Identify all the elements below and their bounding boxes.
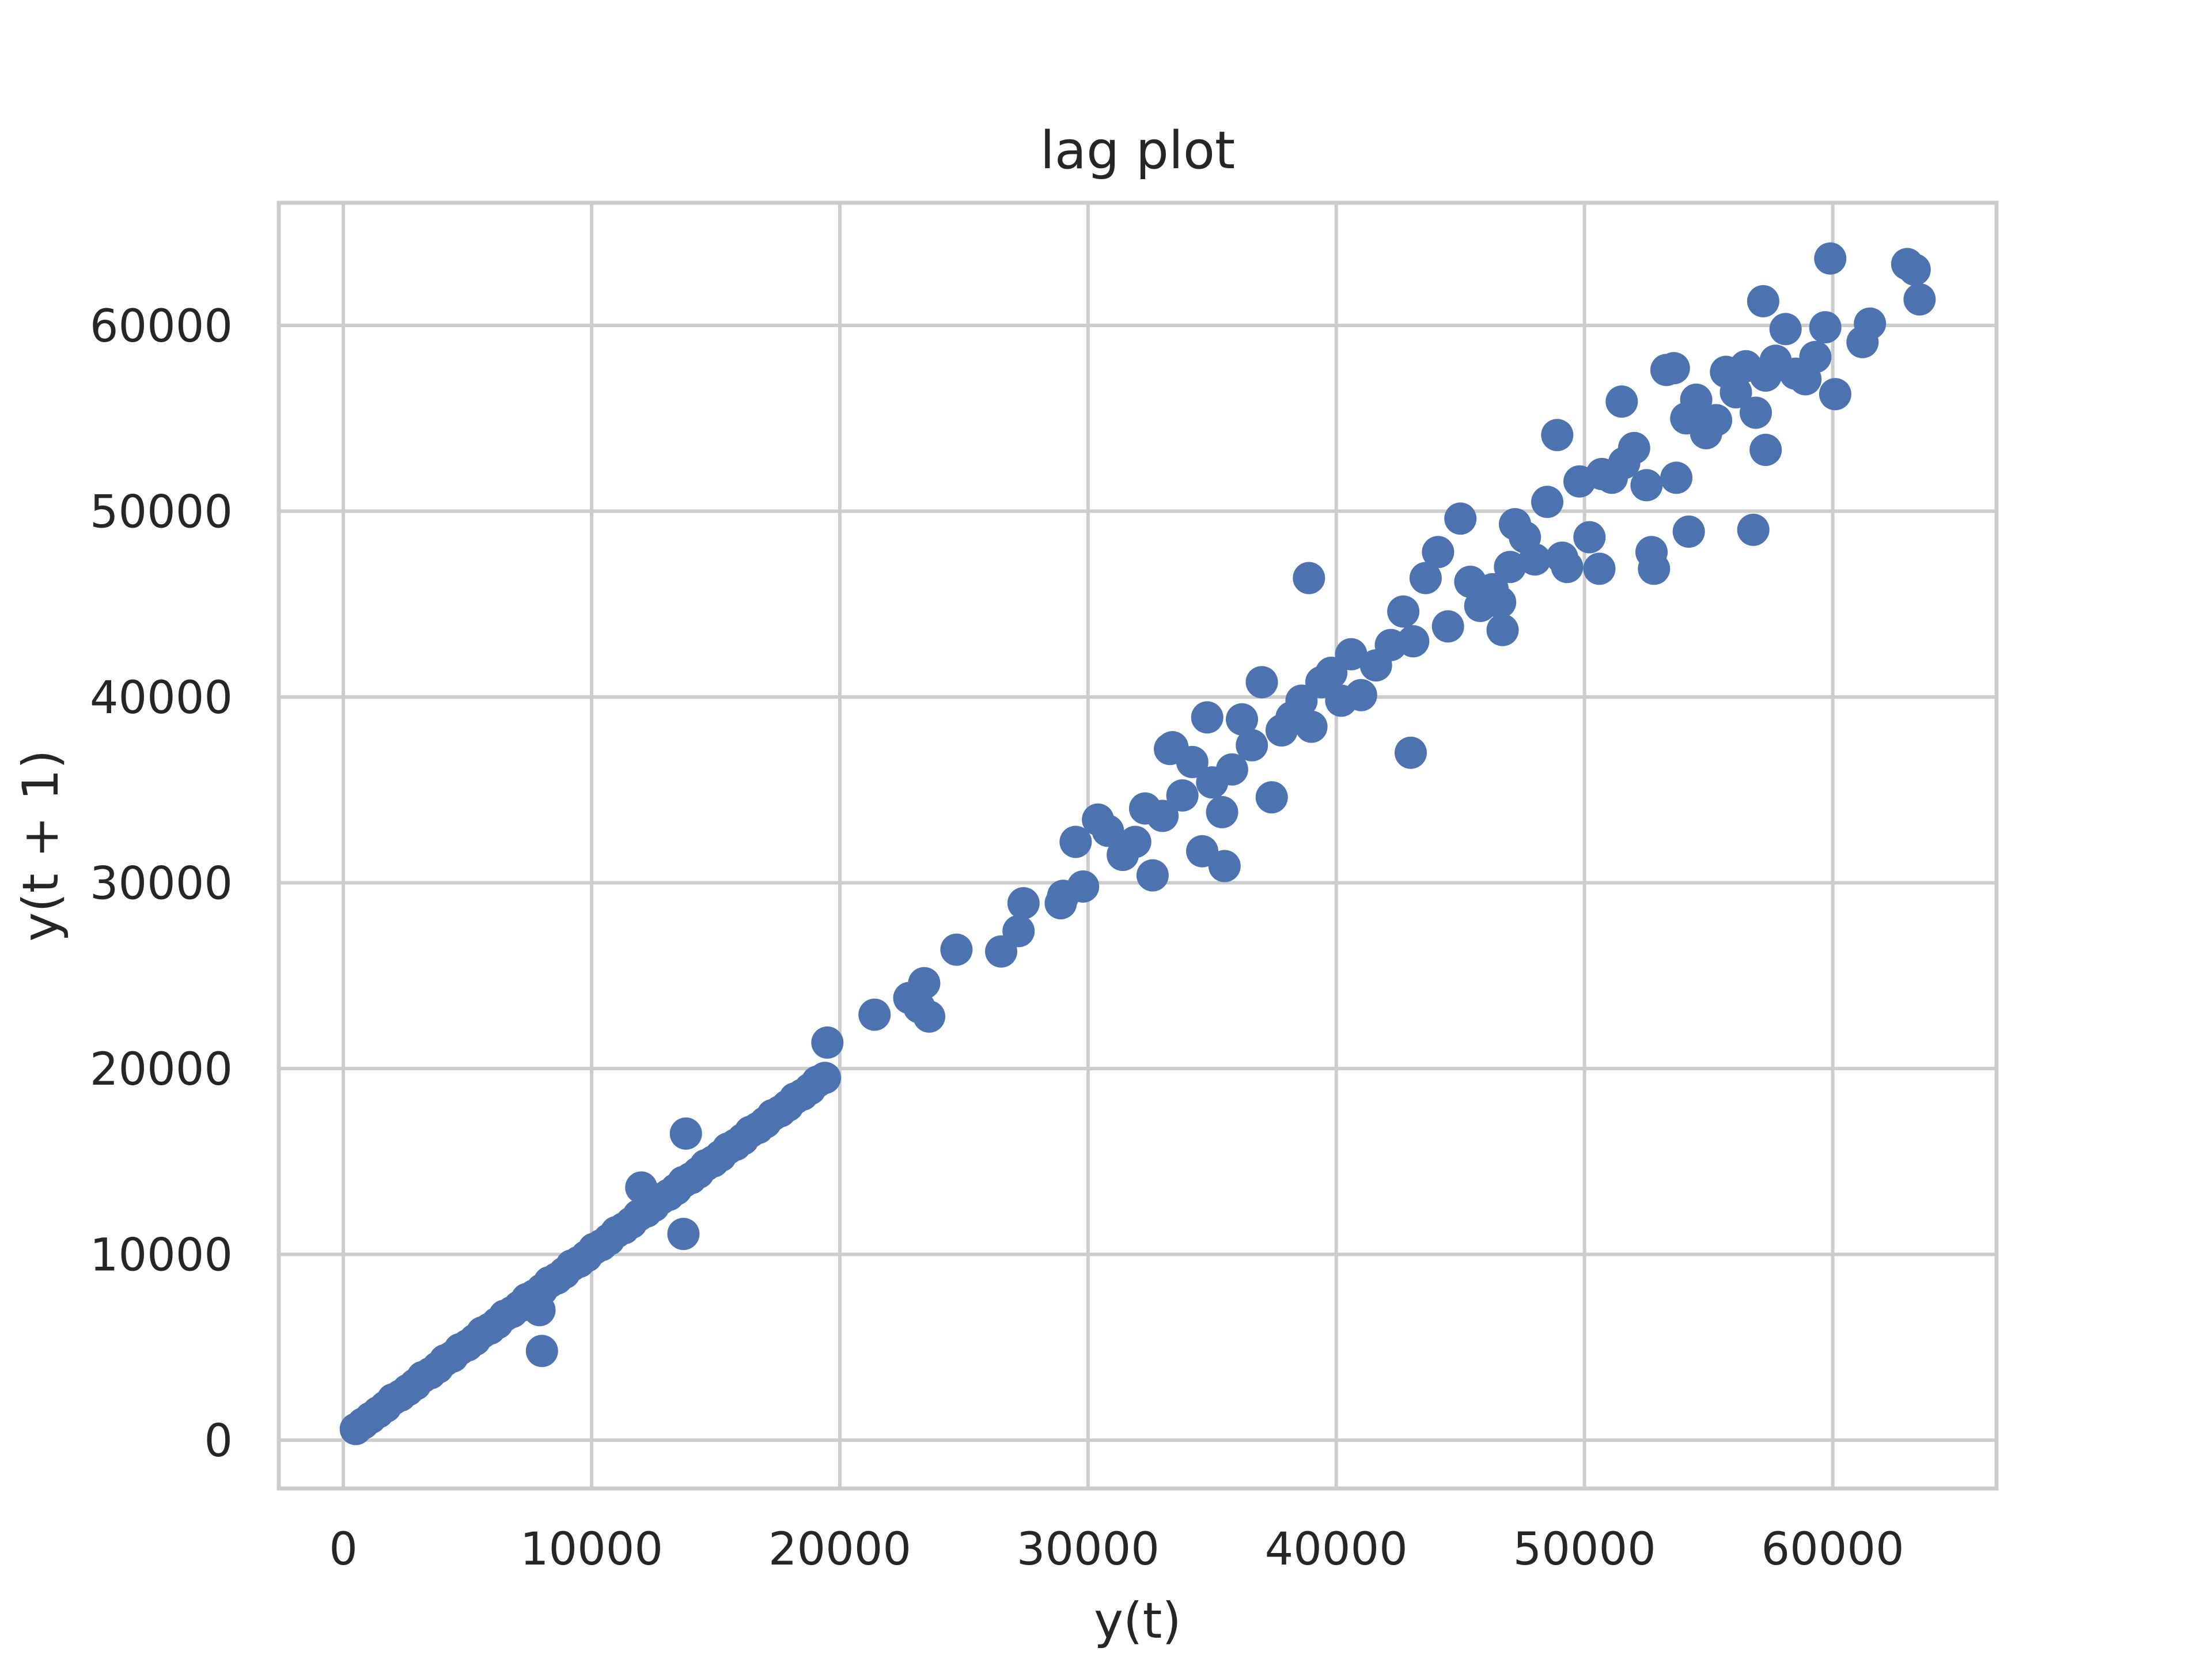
x-tick-label: 30000	[1017, 1524, 1160, 1575]
scatter-point	[1409, 562, 1442, 594]
scatter-point	[1854, 307, 1887, 340]
scatter-point	[669, 1117, 702, 1150]
scatter-point	[1494, 551, 1527, 584]
scatter-point	[1799, 340, 1832, 373]
chart-title: lag plot	[1040, 120, 1235, 181]
y-grid-lines	[279, 323, 1997, 1442]
scatter-point	[1484, 586, 1517, 619]
scatter-point	[1002, 915, 1035, 948]
scatter-points	[339, 242, 1936, 1445]
scatter-point	[523, 1294, 556, 1327]
scatter-point	[667, 1218, 700, 1251]
scatter-point	[1344, 679, 1377, 711]
scatter-point	[1154, 733, 1186, 766]
scatter-point	[1136, 859, 1169, 892]
scatter-point	[1387, 595, 1420, 628]
y-tick-label: 40000	[90, 672, 233, 724]
scatter-point	[1431, 610, 1464, 643]
scatter-point	[1747, 285, 1779, 317]
y-tick-label: 30000	[90, 858, 233, 910]
scatter-point	[1898, 253, 1931, 286]
scatter-point	[1444, 502, 1477, 535]
x-tick-label: 10000	[520, 1524, 663, 1575]
scatter-point	[1618, 431, 1650, 464]
x-tick-label: 0	[329, 1524, 358, 1575]
scatter-point	[940, 933, 973, 966]
scatter-point	[1295, 710, 1328, 743]
x-tick-label: 40000	[1265, 1524, 1408, 1575]
scatter-point	[1719, 376, 1752, 408]
scatter-point	[809, 1062, 841, 1094]
scatter-point	[858, 998, 891, 1031]
scatter-point	[1809, 311, 1842, 344]
scatter-point	[1007, 887, 1040, 919]
scatter-point	[525, 1335, 558, 1368]
scatter-point	[1293, 562, 1325, 594]
scatter-point	[1903, 283, 1936, 316]
scatter-point	[1769, 313, 1802, 346]
scatter-point	[1335, 638, 1368, 671]
scatter-point	[1657, 352, 1690, 385]
scatter-point	[1518, 543, 1551, 576]
y-tick-labels: 0 10000 20000 30000 40000 50000 60000	[90, 301, 233, 1467]
y-tick-label: 10000	[90, 1230, 233, 1282]
scatter-point	[1191, 701, 1224, 734]
plot-frame	[276, 200, 1999, 1491]
scatter-point	[1546, 541, 1578, 574]
scatter-point	[908, 967, 941, 999]
x-tick-labels: 0 10000 20000 30000 40000 50000 60000	[329, 1524, 1904, 1575]
x-grid-lines	[342, 203, 1835, 1488]
y-tick-label: 20000	[90, 1044, 233, 1096]
scatter-point	[1737, 513, 1770, 546]
scatter-point	[1819, 378, 1851, 411]
scatter-point	[1146, 800, 1179, 832]
scatter-point	[1573, 521, 1606, 554]
scatter-point	[1680, 383, 1713, 416]
scatter-point	[1672, 515, 1705, 548]
scatter-point	[1059, 825, 1092, 858]
scatter-point	[1814, 242, 1847, 275]
scatter-point	[1635, 536, 1668, 569]
scatter-point	[1630, 469, 1663, 502]
scatter-point	[1531, 486, 1563, 518]
scatter-point	[913, 1000, 945, 1033]
scatter-point	[1119, 825, 1152, 858]
scatter-point	[1245, 666, 1278, 699]
scatter-point	[1605, 385, 1638, 418]
scatter-point	[811, 1026, 844, 1059]
scatter-point	[1215, 753, 1248, 786]
scatter-point	[1740, 396, 1772, 429]
y-axis-label: y(t + 1)	[12, 749, 70, 941]
y-tick-label: 60000	[90, 301, 233, 353]
x-tick-label: 20000	[768, 1524, 911, 1575]
scatter-point	[625, 1171, 658, 1204]
scatter-point	[1660, 461, 1693, 494]
scatter-point	[1208, 850, 1241, 882]
y-tick-label: 50000	[90, 486, 233, 538]
scatter-point	[1541, 419, 1574, 452]
scatter-point	[1092, 815, 1124, 847]
x-tick-label: 60000	[1762, 1524, 1904, 1575]
scatter-point	[1226, 703, 1258, 736]
scatter-point	[1749, 434, 1782, 466]
x-tick-label: 50000	[1513, 1524, 1656, 1575]
y-tick-label: 0	[204, 1415, 233, 1467]
scatter-point	[1486, 613, 1519, 646]
scatter-point	[1255, 781, 1288, 814]
scatter-point	[1422, 536, 1455, 569]
scatter-point	[1236, 729, 1268, 762]
scatter-point	[1206, 796, 1238, 828]
scatter-point	[1067, 870, 1100, 903]
scatter-point	[1583, 552, 1616, 585]
scatter-point	[1395, 736, 1427, 769]
scatter-point	[1397, 625, 1430, 658]
scatter-point	[1166, 779, 1199, 812]
scatter-point	[1700, 404, 1733, 437]
x-axis-label: y(t)	[1094, 1592, 1181, 1650]
